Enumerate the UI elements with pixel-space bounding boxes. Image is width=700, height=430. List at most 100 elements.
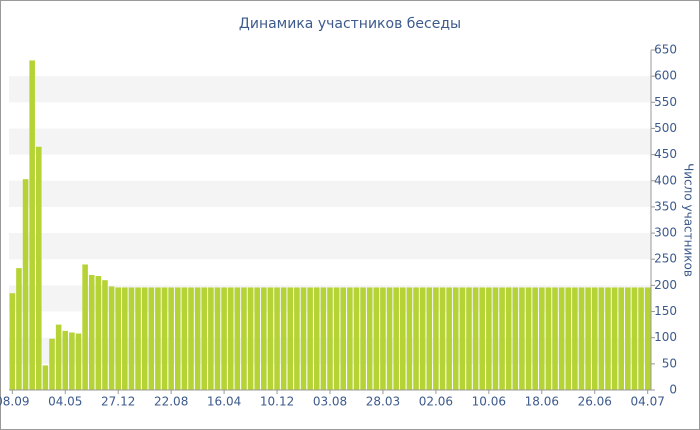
bar	[108, 286, 115, 390]
bar	[360, 287, 366, 390]
bar	[135, 287, 141, 390]
bar	[148, 287, 155, 390]
bar	[221, 287, 227, 390]
grid-band	[9, 180, 651, 207]
x-tick-label: 03.08	[313, 395, 347, 409]
bar	[320, 287, 327, 390]
bar	[638, 287, 644, 390]
bar	[294, 287, 300, 390]
bar	[525, 287, 532, 390]
bar	[327, 287, 333, 390]
y-tick-label: 250	[654, 252, 677, 266]
bar	[539, 287, 545, 390]
bar	[128, 287, 135, 390]
bar	[300, 287, 307, 390]
x-tick-label: 26.06	[578, 395, 612, 409]
bar	[261, 287, 267, 390]
bar	[29, 60, 35, 390]
y-tick-label: 600	[654, 69, 677, 83]
bar	[446, 287, 452, 390]
bar	[578, 287, 585, 390]
y-tick-label: 50	[662, 356, 677, 370]
bar	[214, 287, 221, 390]
bar	[234, 287, 241, 390]
bar	[598, 287, 605, 390]
bar	[69, 332, 75, 390]
bar	[95, 275, 102, 390]
y-axis-label: Число участников	[682, 163, 696, 277]
y-tick-label: 150	[654, 304, 677, 318]
y-tick-label: 200	[654, 278, 677, 292]
bar	[585, 287, 591, 390]
bar	[155, 287, 161, 390]
bar	[307, 287, 313, 390]
y-tick-label: 0	[669, 383, 677, 397]
bar	[565, 287, 572, 390]
x-tick-label: 02.06	[419, 395, 453, 409]
bar	[353, 287, 360, 390]
bar	[333, 287, 340, 390]
bar	[9, 293, 16, 390]
bar	[644, 287, 651, 390]
bar	[452, 287, 459, 390]
bar	[201, 287, 208, 390]
bar	[572, 287, 578, 390]
bar	[406, 287, 413, 390]
x-tick-label: 28.03	[366, 395, 400, 409]
bar	[280, 287, 287, 390]
bar	[386, 287, 393, 390]
bar	[55, 324, 62, 390]
bar	[366, 287, 373, 390]
bar	[340, 287, 347, 390]
bar	[22, 179, 29, 390]
y-tick-label: 550	[654, 95, 677, 109]
bar	[274, 287, 280, 390]
x-tick-label: 04.07	[631, 395, 665, 409]
x-tick-label: 22.08	[154, 395, 188, 409]
bar	[380, 287, 386, 390]
bar	[433, 287, 439, 390]
x-tick-label: 16.04	[207, 395, 241, 409]
bar	[492, 287, 499, 390]
bar	[115, 287, 121, 390]
bar	[42, 365, 49, 390]
bar	[472, 287, 479, 390]
y-tick-label: 350	[654, 199, 677, 213]
bar	[88, 274, 95, 390]
x-tick-label: 08.09	[0, 395, 29, 409]
bar	[227, 287, 234, 390]
bar	[161, 287, 168, 390]
bar	[618, 287, 624, 390]
bar	[102, 280, 108, 390]
grid-band	[9, 128, 651, 155]
x-tick-label: 27.12	[101, 395, 135, 409]
y-tick-label: 100	[654, 330, 677, 344]
bar	[426, 287, 433, 390]
bar	[479, 287, 486, 390]
y-tick-label: 500	[654, 121, 677, 135]
bar	[36, 146, 42, 390]
bar	[254, 287, 260, 390]
bar	[558, 287, 565, 390]
bar	[631, 287, 638, 390]
bar	[267, 287, 274, 390]
bar	[466, 287, 472, 390]
bar	[75, 333, 82, 390]
bar	[208, 287, 214, 390]
bar	[287, 287, 294, 390]
bar	[247, 287, 254, 390]
bar	[625, 287, 631, 390]
y-tick-label: 400	[654, 173, 677, 187]
bar	[241, 287, 247, 390]
bar	[591, 287, 598, 390]
bar	[439, 287, 446, 390]
grid-band	[9, 76, 651, 103]
x-tick-label: 04.05	[48, 395, 82, 409]
bar	[62, 330, 69, 390]
bar	[122, 287, 128, 390]
bar	[532, 287, 538, 390]
bar	[194, 287, 201, 390]
bar	[181, 287, 188, 390]
x-tick-label: 18.06	[525, 395, 559, 409]
